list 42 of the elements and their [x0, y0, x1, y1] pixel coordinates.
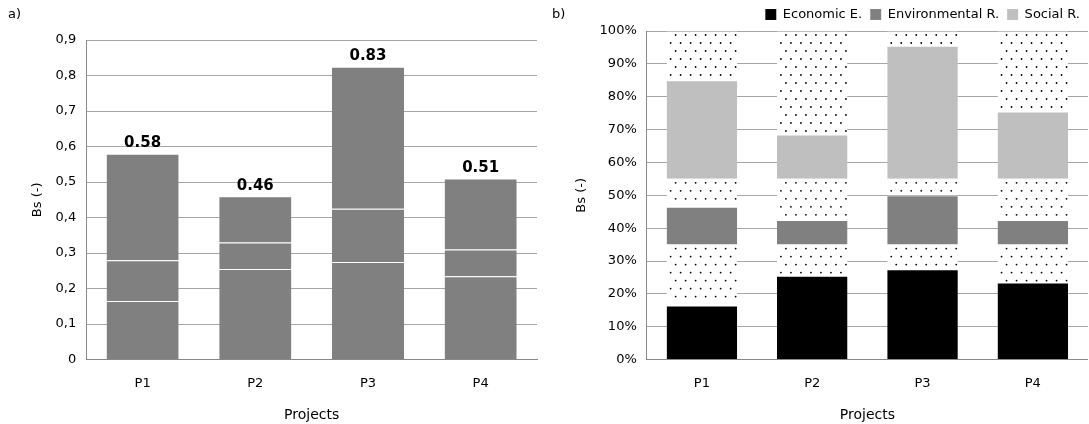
- chart-title: b): [552, 5, 566, 21]
- y-tick-label: 10%: [607, 318, 637, 334]
- x-tick-label: P3: [359, 374, 377, 390]
- x-tick-label: P4: [1024, 374, 1041, 390]
- y-tick-label: 90%: [607, 55, 637, 71]
- x-tick-label: P1: [134, 374, 151, 390]
- y-tick-label: 70%: [607, 120, 637, 136]
- total-label: 0.46: [236, 175, 274, 194]
- y-tick-label: 30%: [607, 252, 637, 268]
- y-tick-label: 80%: [607, 88, 637, 104]
- y-tick-label: 0,6: [55, 137, 77, 153]
- y-tick-label: 60%: [607, 153, 637, 169]
- y-axis-title: Bs (-): [573, 177, 589, 213]
- chart-title: a): [8, 5, 22, 21]
- y-tick-label: 100%: [599, 22, 637, 38]
- x-tick-label: P2: [247, 374, 264, 390]
- x-axis-title: Projects: [839, 406, 895, 423]
- y-tick-label: 20%: [607, 285, 637, 301]
- y-tick-label: 0,8: [55, 66, 77, 82]
- y-tick-label: 0,4: [55, 208, 77, 224]
- x-tick-label: P1: [693, 374, 710, 390]
- x-tick-label: P4: [472, 374, 489, 390]
- total-label: 0.58: [124, 133, 162, 152]
- y-tick-label: 40%: [607, 219, 637, 235]
- y-tick-label: 0,5: [55, 173, 77, 189]
- y-tick-label: 0,9: [55, 31, 77, 47]
- total-label: 0.83: [349, 46, 387, 65]
- y-axis-title: Bs (-): [29, 182, 45, 218]
- total-label: 0.51: [462, 157, 500, 176]
- y-tick-label: 0,1: [55, 315, 77, 331]
- y-tick-label: 0,7: [55, 102, 77, 118]
- legend-label: Social R.: [1024, 5, 1081, 21]
- legend-label: Environmental R.: [887, 5, 1000, 21]
- legend-label: Economic E.: [782, 5, 863, 21]
- x-tick-label: P2: [804, 374, 821, 390]
- y-tick-label: 0: [67, 350, 77, 366]
- y-tick-label: 0,3: [55, 244, 77, 260]
- y-tick-label: 50%: [607, 186, 637, 202]
- y-tick-label: 0,2: [55, 279, 77, 295]
- y-tick-label: 0%: [616, 350, 637, 366]
- x-tick-label: P3: [914, 374, 931, 390]
- x-axis-title: Projects: [284, 406, 340, 423]
